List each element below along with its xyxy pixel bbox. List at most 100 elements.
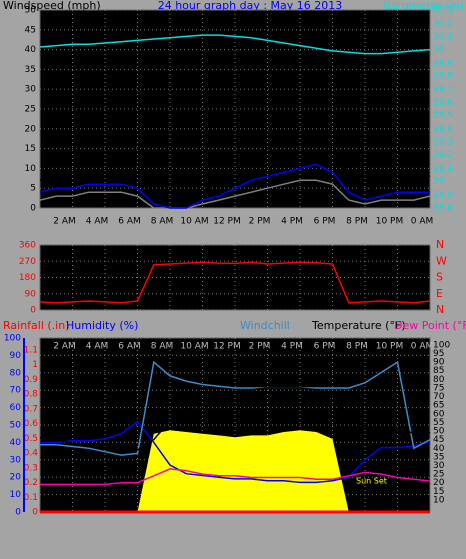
x-tick-label: 4 AM (86, 342, 109, 352)
legend-entry: Dew Point (°F) (394, 319, 466, 332)
y-tick-label: 70 (10, 386, 22, 396)
y2-tick-label: 10 (433, 495, 445, 505)
y2-tick-label: 40 (433, 444, 445, 454)
y3-tick-label: 0.4 (24, 449, 39, 459)
line (39, 261, 431, 304)
x-tick-label: 0 AM (411, 342, 434, 352)
y3-tick-label: 0.3 (24, 463, 38, 473)
y2-tick-label: 29.6 (433, 98, 453, 108)
legend-entry: Rainfall (.in) (3, 319, 70, 332)
y2-tick-label: 50 (433, 427, 445, 437)
y2-tick-label: 30.1 (433, 32, 453, 42)
x-tick-label: 2 AM (53, 342, 76, 352)
y-tick-label: 50 (25, 6, 37, 16)
y2-tick-label: 30 (433, 45, 445, 55)
y2-tick-label: 60 (433, 409, 445, 419)
x-tick-label: 8 AM (151, 342, 174, 352)
x-tick-label: 10 PM (376, 342, 404, 352)
y-tick-label: 10 (10, 490, 22, 500)
line (40, 420, 431, 484)
y2-tick-label: 29.8 (433, 72, 453, 82)
y3-tick-label: 1 (32, 360, 38, 370)
line (40, 135, 431, 205)
y2-tick-label: 20 (433, 478, 445, 488)
x-tick-label: 2 AM (53, 217, 76, 227)
line (39, 179, 431, 209)
y-tick-label: 20 (25, 124, 37, 134)
y-tick-label: 45 (25, 25, 36, 35)
y-tick-label: 60 (10, 403, 22, 413)
y2-tick-label: 29.4 (433, 124, 453, 134)
line (39, 387, 430, 451)
x-tick-label: 12 PM (213, 342, 241, 352)
y2-tick-label: 35 (433, 452, 444, 462)
y3-tick-label: 0.1 (24, 493, 38, 503)
y2-tick-label: 30 (433, 461, 445, 471)
y2-tick-label: W (436, 254, 447, 267)
y-tick-label: 360 (19, 241, 36, 251)
y2-tick-label: 29.1 (433, 164, 453, 174)
line (40, 360, 431, 456)
y2-tick-label: N (436, 303, 444, 316)
y2-tick-label: 29.3 (433, 138, 453, 148)
chart-title: 24 hour graph day : May 16 2013 (158, 0, 343, 12)
y-tick-label: 30 (25, 85, 37, 95)
area (40, 430, 430, 512)
y2-tick-label: 30.2 (433, 19, 453, 29)
y-tick-label: 180 (19, 273, 36, 283)
x-tick-label: 6 AM (118, 342, 141, 352)
y-tick-label: 25 (25, 105, 36, 115)
y-tick-label: 15 (25, 144, 36, 154)
y2-tick-label: 30.3 (433, 6, 453, 16)
line (40, 468, 431, 486)
y2-tick-label: N (436, 238, 444, 251)
x-tick-label: 12 PM (213, 217, 241, 227)
y-tick-label: 30 (10, 455, 22, 465)
x-tick-label: 4 PM (281, 342, 303, 352)
x-tick-label: 10 PM (376, 217, 404, 227)
y3-tick-label: 0 (32, 508, 38, 518)
x-tick-label: 0 AM (411, 217, 434, 227)
y2-tick-label: 90 (433, 358, 445, 368)
y2-tick-label: 70 (433, 392, 445, 402)
y2-tick-label: 29 (433, 177, 445, 187)
y2-tick-label: 95 (433, 349, 444, 359)
x-tick-label: 6 PM (314, 217, 336, 227)
y3-tick-label: 1.1 (24, 345, 38, 355)
y-tick-label: 90 (25, 289, 37, 299)
y3-tick-label: 0.8 (24, 390, 39, 400)
y2-tick-label: 55 (433, 418, 444, 428)
y-tick-label: 35 (25, 65, 36, 75)
line (39, 34, 431, 55)
y-tick-label: 100 (4, 334, 21, 344)
y3-tick-label: 0.9 (24, 375, 39, 385)
y2-tick-label: 29.7 (433, 85, 453, 95)
y2-axis-label: Barometer (in) (384, 0, 465, 12)
y2-tick-label: 28.8 (433, 204, 453, 214)
y-tick-label: 0 (30, 204, 36, 214)
x-tick-label: 4 PM (281, 217, 303, 227)
y2-tick-label: 75 (433, 383, 444, 393)
y-tick-label: 10 (25, 164, 37, 174)
x-tick-label: 4 AM (86, 217, 109, 227)
x-tick-label: 10 AM (180, 217, 208, 227)
y2-tick-label: 65 (433, 401, 444, 411)
legend-entry: Humidity (%) (66, 319, 138, 332)
y3-tick-label: 0.6 (24, 419, 39, 429)
y-tick-label: 90 (10, 351, 22, 361)
y2-tick-label: 85 (433, 366, 444, 376)
y3-tick-label: 0.7 (24, 404, 38, 414)
x-tick-label: 8 PM (346, 342, 368, 352)
y2-tick-label: S (436, 271, 443, 284)
line (39, 163, 430, 209)
y2-tick-label: E (436, 287, 443, 300)
y-tick-label: 0 (15, 508, 21, 518)
x-tick-label: 10 AM (180, 342, 208, 352)
annotation: Sun Set (356, 477, 387, 486)
y-tick-label: 20 (10, 473, 22, 483)
y3-tick-label: 0.2 (24, 478, 38, 488)
y-tick-label: 80 (10, 368, 22, 378)
y2-tick-label: 80 (433, 375, 445, 385)
